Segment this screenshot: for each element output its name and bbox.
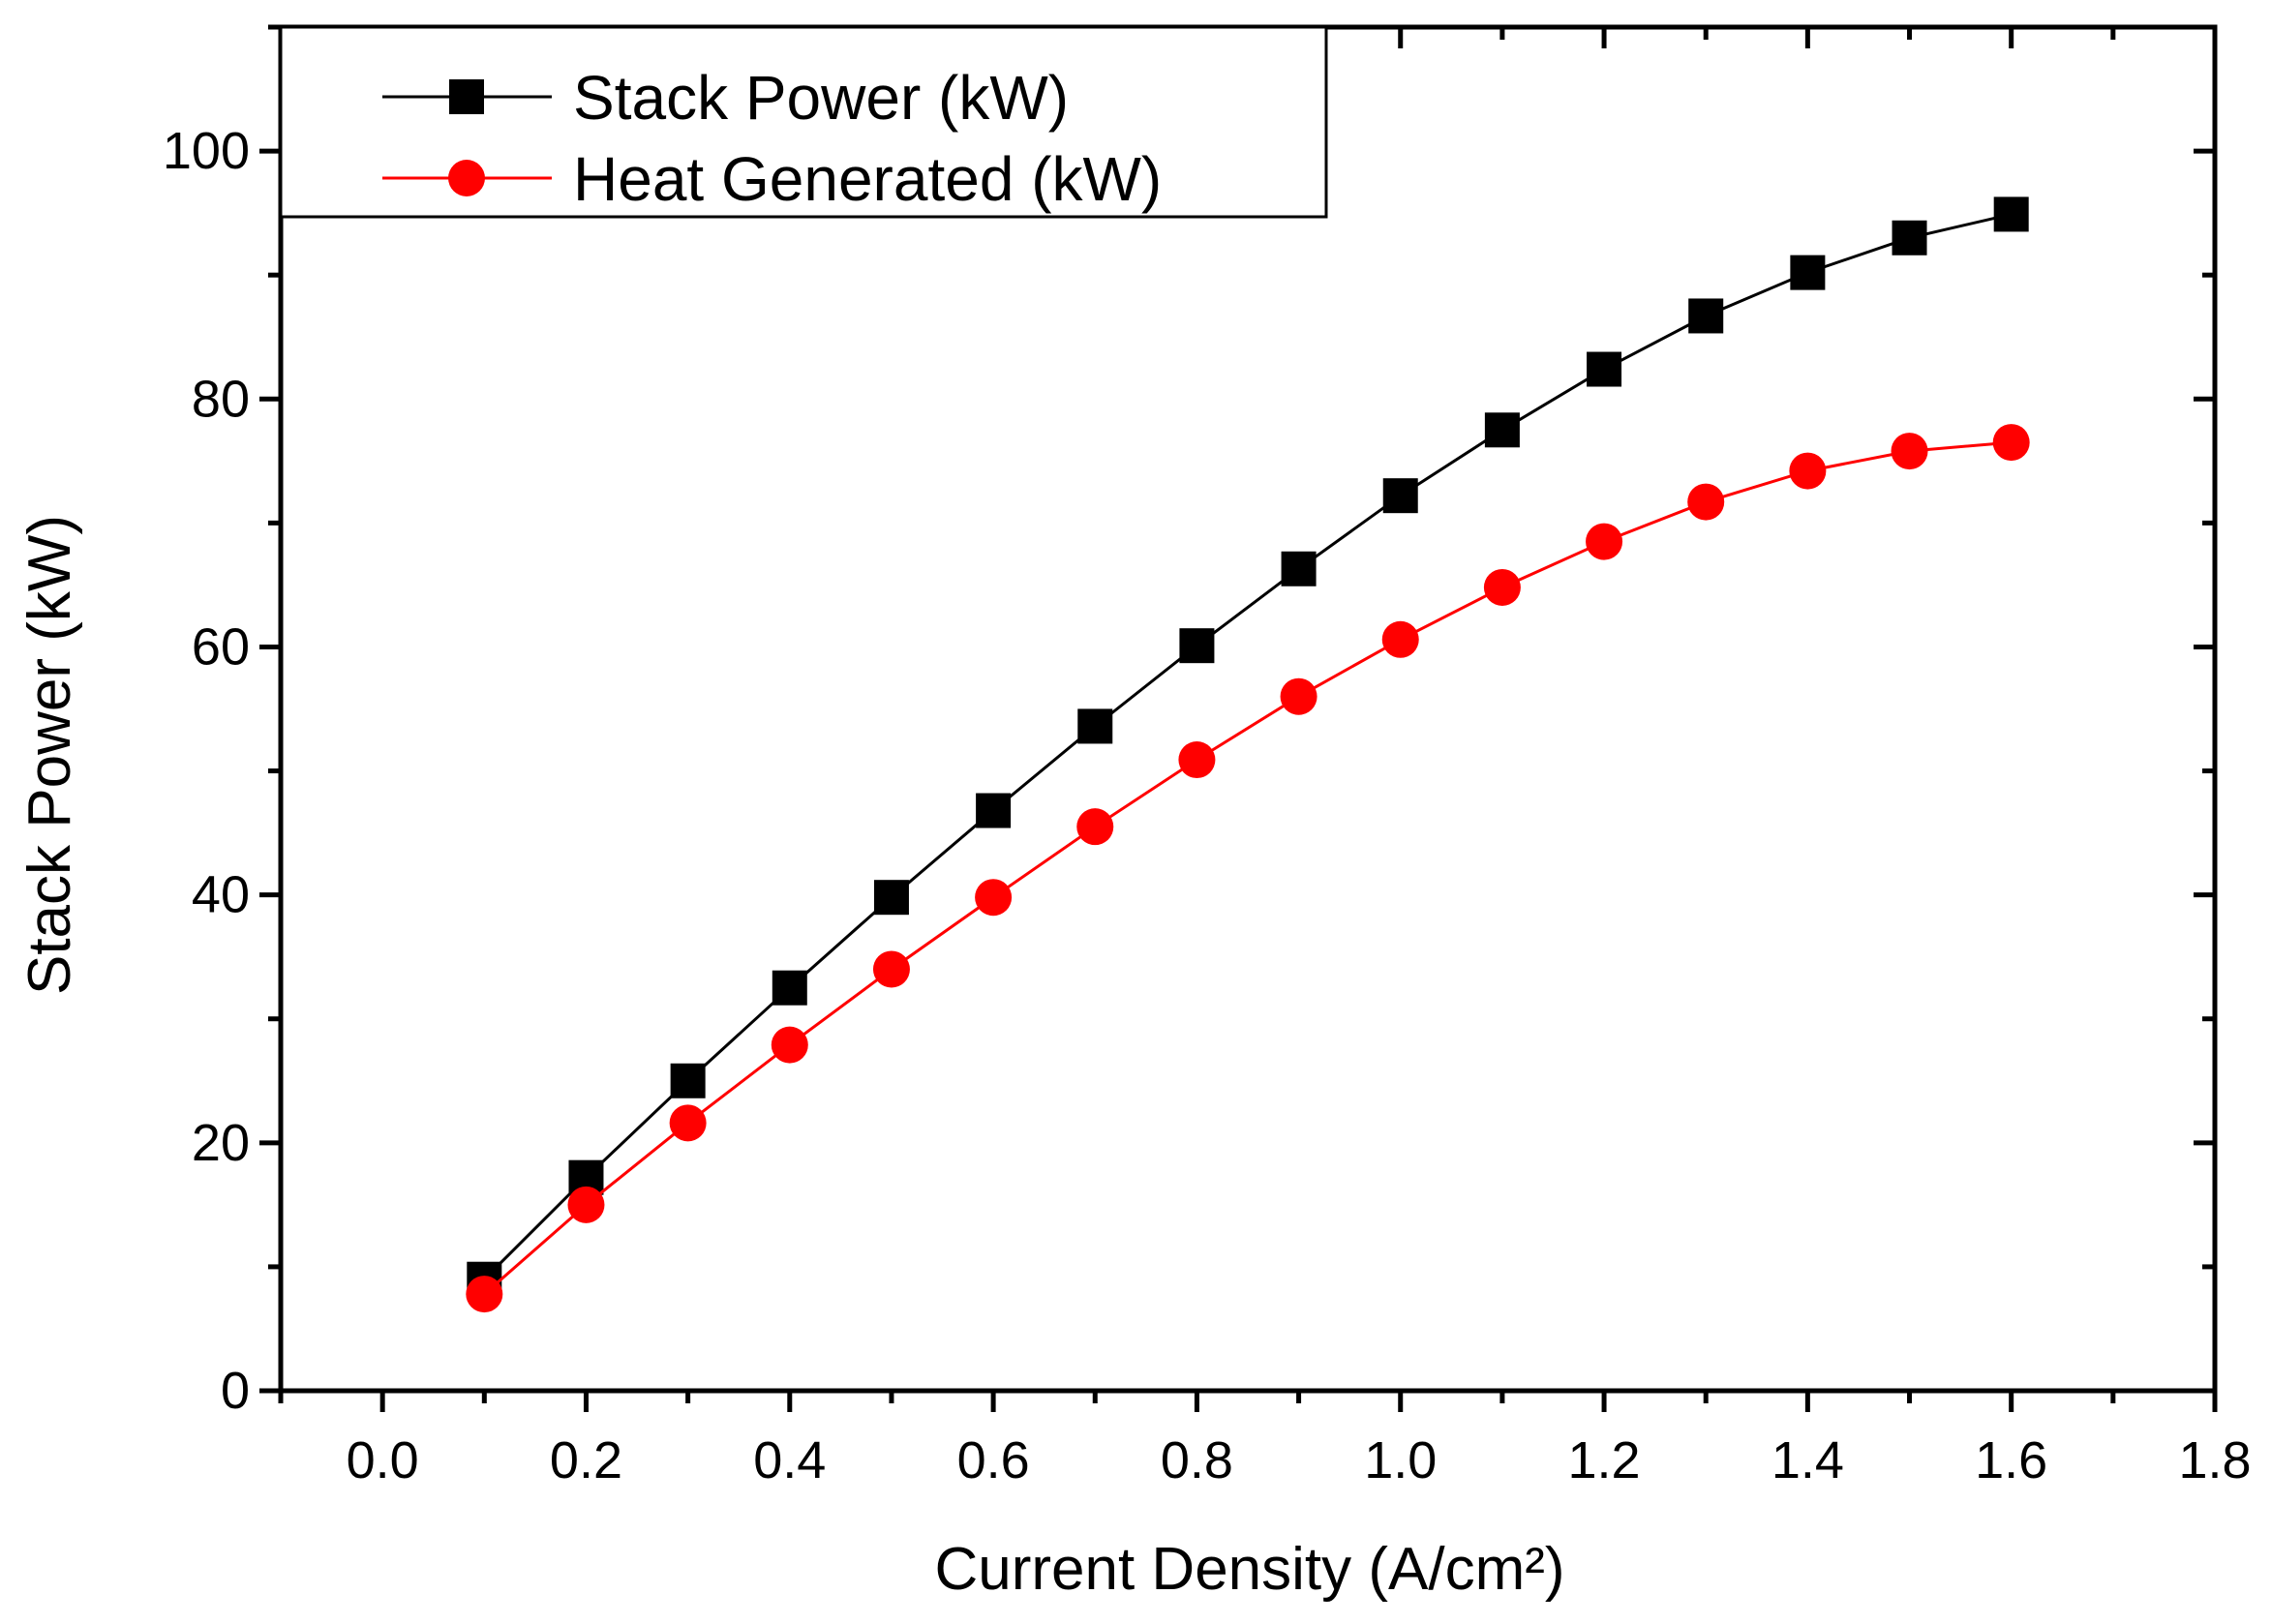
data-point-circle — [1280, 677, 1317, 715]
data-point-circle — [466, 1276, 503, 1313]
data-point-square — [1790, 255, 1826, 290]
data-point-circle — [1789, 452, 1827, 490]
data-point-circle — [1178, 741, 1216, 779]
data-point-square — [1892, 220, 1927, 256]
x-tick-label: 1.8 — [2178, 1431, 2251, 1489]
x-tick-label: 0.0 — [347, 1431, 419, 1489]
x-axis-title: Current Density (A/cm²) — [934, 1536, 1564, 1603]
data-point-circle — [669, 1104, 707, 1142]
y-axis-title: Stack Power (kW) — [16, 515, 83, 995]
data-point-circle — [567, 1186, 605, 1223]
x-tick-label: 0.4 — [753, 1431, 826, 1489]
data-point-square — [873, 880, 909, 916]
y-tick-label: 40 — [192, 866, 250, 924]
y-tick-label: 20 — [192, 1114, 250, 1172]
data-point-circle — [1891, 433, 1928, 470]
data-point-circle — [771, 1026, 808, 1064]
legend-label-1: Stack Power (kW) — [573, 63, 1069, 133]
data-point-square — [1484, 412, 1520, 448]
data-point-square — [976, 793, 1012, 828]
data-point-square — [1382, 478, 1418, 514]
data-point-square — [1077, 708, 1113, 744]
series-line-1 — [483, 212, 2013, 1280]
y-tick-label: 60 — [192, 617, 250, 676]
series-layer — [466, 196, 2030, 1313]
data-point-circle — [872, 950, 910, 988]
data-point-square — [772, 970, 807, 1006]
data-point-circle — [1586, 523, 1623, 560]
x-tick-label: 1.4 — [1771, 1431, 1844, 1489]
series-line-2 — [483, 440, 2012, 1296]
data-point-square — [1179, 628, 1215, 664]
x-tick-label: 1.0 — [1364, 1431, 1437, 1489]
data-point-circle — [1483, 568, 1521, 606]
x-tick-label: 1.6 — [1975, 1431, 2047, 1489]
data-point-square — [1587, 351, 1622, 387]
data-point-circle — [975, 879, 1013, 917]
data-point-circle — [1076, 808, 1114, 846]
y-tick-label: 80 — [192, 370, 250, 428]
y-tick-label: 0 — [221, 1362, 250, 1420]
data-point-square — [670, 1063, 706, 1098]
y-tick-label: 100 — [163, 122, 250, 180]
legend: Stack Power (kW) Heat Generated (kW) — [279, 25, 1328, 219]
x-tick-label: 0.8 — [1161, 1431, 1233, 1489]
x-tick-label: 1.2 — [1568, 1431, 1641, 1489]
data-point-circle — [1381, 620, 1419, 658]
data-point-circle — [1687, 483, 1725, 521]
data-point-circle — [1992, 424, 2030, 462]
data-point-square — [1281, 551, 1317, 586]
x-tick-label: 0.6 — [957, 1431, 1030, 1489]
legend-marker-circle — [448, 160, 485, 196]
legend-label-2: Heat Generated (kW) — [573, 144, 1162, 214]
data-point-square — [1688, 298, 1724, 334]
legend-marker-square — [449, 79, 484, 114]
x-tick-label: 0.2 — [550, 1431, 622, 1489]
data-point-square — [1993, 196, 2029, 232]
